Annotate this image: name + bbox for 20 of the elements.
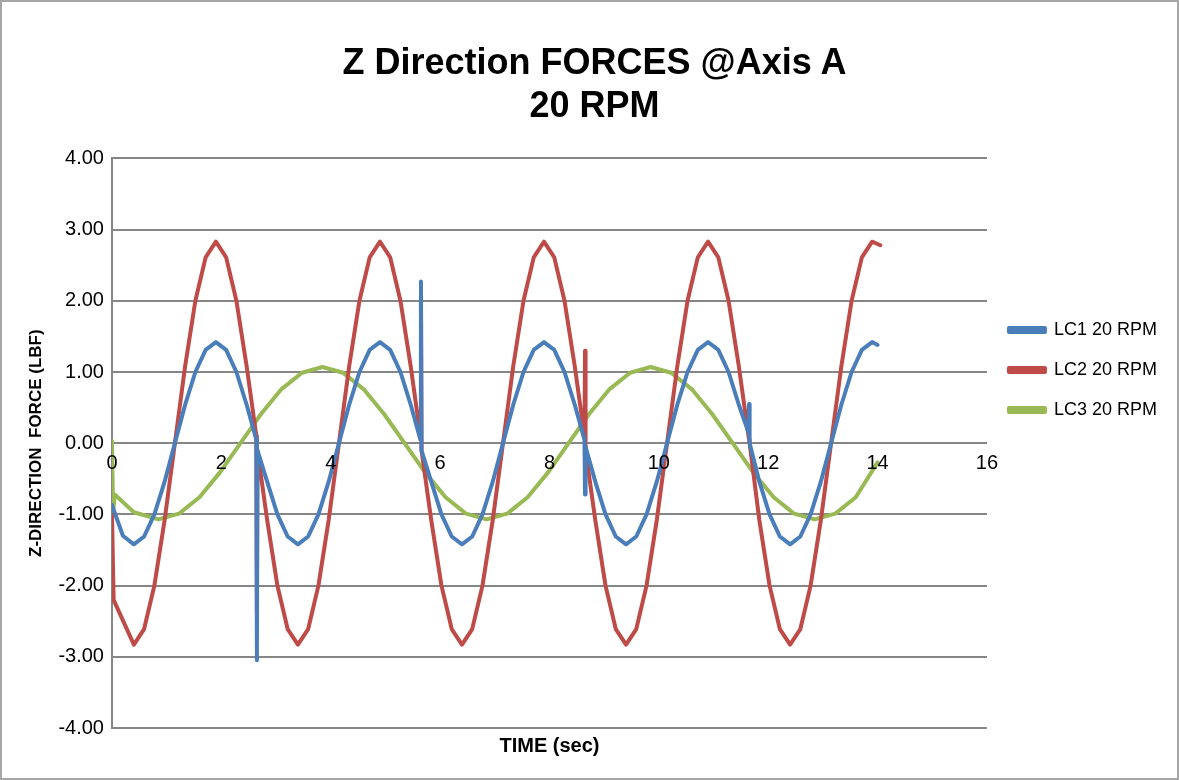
y-tick-label: 4.00 bbox=[65, 145, 104, 168]
legend-label: LC2 20 RPM bbox=[1053, 358, 1157, 379]
y-tick-label: -1.00 bbox=[58, 501, 104, 524]
x-tick-label: 2 bbox=[215, 450, 227, 473]
legend-label: LC1 20 RPM bbox=[1053, 318, 1157, 339]
x-axis-title: TIME (sec) bbox=[499, 733, 600, 756]
x-tick-label: 14 bbox=[866, 450, 889, 473]
y-tick-label: 2.00 bbox=[65, 288, 104, 311]
y-tick-label: 3.00 bbox=[65, 217, 104, 240]
chart-title: Z Direction FORCES @Axis A 20 RPM bbox=[342, 40, 847, 125]
legend-label: LC3 20 RPM bbox=[1053, 398, 1157, 419]
y-tick-label: 0.00 bbox=[65, 430, 104, 453]
x-tick-label: 12 bbox=[757, 450, 780, 473]
x-tick-label: 6 bbox=[434, 450, 446, 473]
y-axis-title: Z-DIRECTION FORCE (LBF) bbox=[25, 329, 45, 557]
x-tick-label: 16 bbox=[975, 450, 999, 473]
y-tick-label: -2.00 bbox=[58, 573, 104, 596]
y-tick-label: -3.00 bbox=[58, 644, 104, 667]
y-tick-label: 1.00 bbox=[65, 359, 104, 382]
y-tick-label: -4.00 bbox=[58, 715, 104, 738]
